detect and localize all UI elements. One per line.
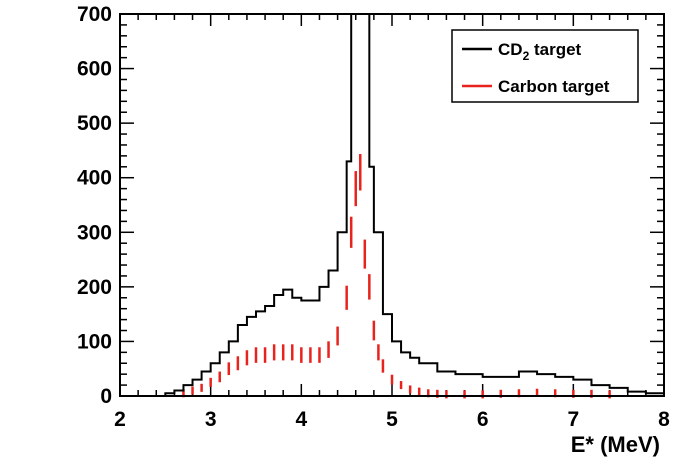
x-tick-label: 6 (477, 408, 489, 431)
x-tick-label: 5 (386, 408, 398, 431)
y-tick-label: 100 (77, 330, 112, 353)
x-tick-label: 7 (567, 408, 579, 431)
plot-frame (119, 13, 665, 397)
x-tick-label: 2 (114, 408, 126, 431)
x-tick-labels: 2 3 4 5 6 7 8 (114, 408, 670, 431)
legend: CD2 target Carbon target (451, 29, 639, 103)
x-axis-title: E* (MeV) (571, 432, 660, 457)
legend-label-cd2: CD2 target (498, 40, 582, 63)
x-tick-label: 3 (205, 408, 217, 431)
legend-label-carbon: Carbon target (498, 77, 610, 96)
legend-box (451, 29, 639, 103)
x-tick-label: 8 (658, 408, 670, 431)
y-tick-label: 200 (77, 276, 112, 299)
y-tick-label: 400 (77, 167, 112, 190)
y-tick-label: 700 (77, 3, 112, 26)
y-tick-label: 0 (100, 385, 112, 408)
y-tick-label: 500 (77, 112, 112, 135)
y-tick-labels: 0 100 200 300 400 500 600 700 (77, 3, 112, 408)
x-tick-label: 4 (295, 408, 307, 431)
y-tick-label: 300 (77, 221, 112, 244)
y-tick-label: 600 (77, 58, 112, 81)
